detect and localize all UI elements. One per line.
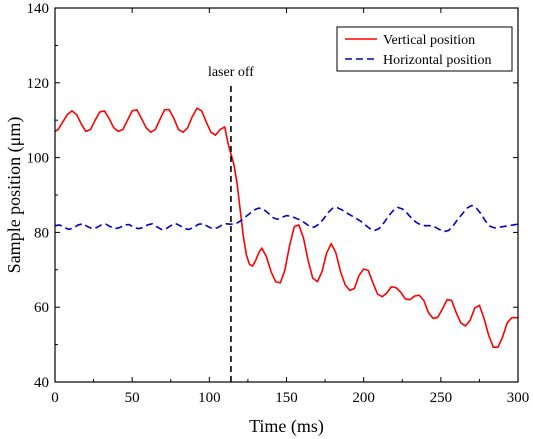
y-tick-label: 140 [27, 1, 50, 17]
y-tick-label: 120 [27, 76, 50, 92]
x-tick-label: 300 [507, 390, 530, 406]
legend-box [336, 26, 513, 72]
legend: Vertical position Horizontal position [336, 26, 513, 72]
laser-off-label: laser off [208, 65, 254, 80]
x-tick-label: 150 [275, 390, 298, 406]
series-line-horizontal-position [54, 204, 519, 233]
x-tick-label: 200 [352, 390, 375, 406]
x-tick-label: 250 [430, 390, 453, 406]
y-tick-label: 40 [34, 375, 49, 391]
x-tick-label: 50 [125, 390, 140, 406]
y-tick-label: 60 [34, 300, 49, 316]
y-tick-label: 80 [34, 225, 49, 241]
x-tick-label: 0 [51, 390, 59, 406]
y-axis-title: Sample position (μm) [4, 117, 25, 274]
x-tick-label: 100 [198, 390, 221, 406]
legend-label-horizontal-position: Horizontal position [383, 53, 492, 68]
x-axis-title: Time (ms) [249, 416, 324, 437]
x-axis-ticks: 0 50 100 150 200 250 300 [51, 8, 529, 406]
legend-label-vertical-position: Vertical position [383, 33, 475, 48]
y-tick-label: 100 [27, 151, 50, 167]
annotation-layer: laser off [208, 65, 254, 382]
series-line-vertical-position [54, 107, 518, 349]
series-layer [54, 107, 519, 349]
y-axis-ticks: 40 60 80 100 120 140 [27, 1, 518, 391]
